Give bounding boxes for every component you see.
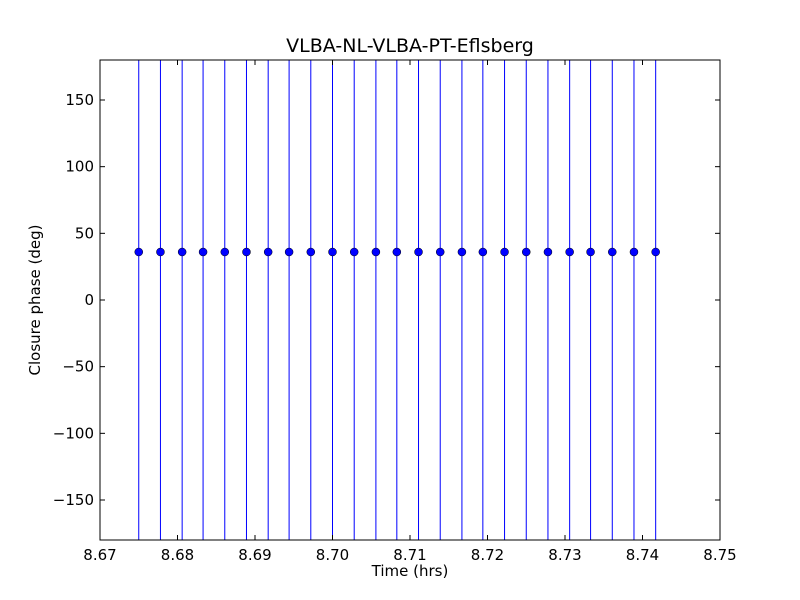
data-point xyxy=(608,247,617,257)
x-axis-label: Time (hrs) xyxy=(371,562,449,580)
data-point xyxy=(371,247,381,257)
data-point xyxy=(522,247,531,257)
data-point xyxy=(242,247,251,257)
data-point xyxy=(328,247,337,257)
axis-ticks: 8.67 8.68 8.69 8.70 8.71 8.72 8.73 8.74 8.75 150 1… xyxy=(53,60,737,564)
y-tick-label: 150 xyxy=(65,91,94,109)
data-point xyxy=(392,247,402,257)
y-tick-label: −100 xyxy=(53,424,94,442)
chart-title: VLBA-NL-VLBA-PT-Eflsberg xyxy=(286,35,534,57)
data-point xyxy=(177,247,187,257)
data-point xyxy=(651,247,660,257)
y-tick-label: 0 xyxy=(84,291,94,309)
data-point xyxy=(629,247,639,257)
data-point xyxy=(435,247,445,257)
data-point xyxy=(284,247,294,257)
y-tick-label: 50 xyxy=(75,224,94,242)
x-tick-label: 8.75 xyxy=(703,546,736,564)
x-tick-label: 8.73 xyxy=(548,546,581,564)
x-tick-label: 8.72 xyxy=(471,546,504,564)
data-point xyxy=(220,247,230,257)
data-point xyxy=(156,247,165,257)
data-point xyxy=(134,247,143,257)
data-point xyxy=(478,247,488,257)
data-point xyxy=(565,247,574,257)
x-tick-label: 8.68 xyxy=(161,546,194,564)
data-point xyxy=(306,247,316,257)
data-point xyxy=(457,247,467,257)
data-point xyxy=(543,247,553,257)
y-tick-label: −50 xyxy=(62,358,94,376)
data-point xyxy=(586,247,595,257)
y-tick-label: −150 xyxy=(53,491,94,509)
data-point xyxy=(500,247,509,257)
y-axis-label: Closure phase (deg) xyxy=(26,225,44,376)
data-point xyxy=(349,247,359,257)
plot-area xyxy=(134,60,660,540)
x-tick-label: 8.74 xyxy=(626,546,659,564)
data-point xyxy=(198,247,208,257)
y-tick-label: 100 xyxy=(65,158,94,176)
x-tick-label: 8.69 xyxy=(238,546,271,564)
x-tick-label: 8.71 xyxy=(393,546,426,564)
x-tick-label: 8.67 xyxy=(83,546,116,564)
data-point xyxy=(414,247,423,257)
data-point xyxy=(263,247,273,257)
x-tick-label: 8.70 xyxy=(316,546,349,564)
